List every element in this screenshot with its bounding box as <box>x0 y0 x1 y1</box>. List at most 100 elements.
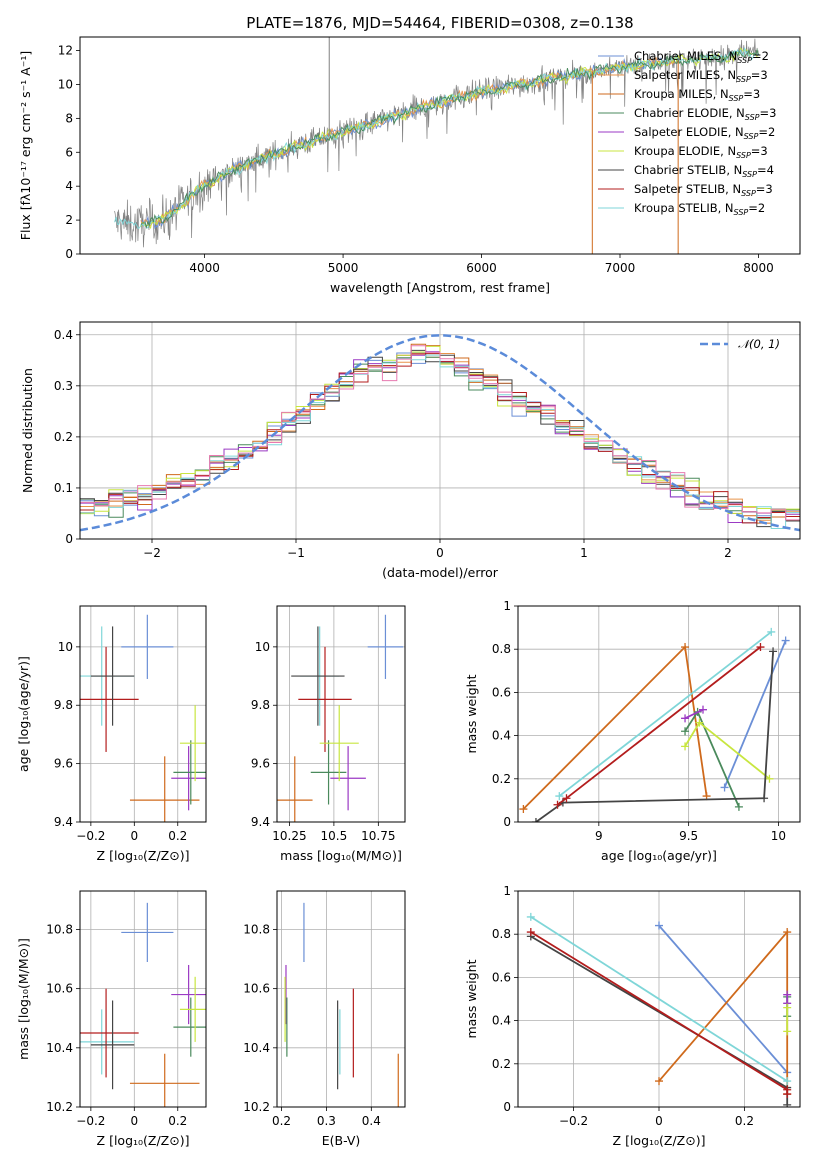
y-tick-label: 0.4 <box>54 328 73 342</box>
plot-area-mass_vs_Z <box>80 902 206 1107</box>
y-tick-label: 0.8 <box>492 642 511 656</box>
residual-histogram <box>80 354 800 529</box>
legend-text: Chabrier MILES, N <box>634 49 737 63</box>
legend-label: Salpeter ELODIE, NSSP=2 <box>634 125 775 141</box>
legend-text: Kroupa ELODIE, N <box>634 144 736 158</box>
y-tick-label: 10.4 <box>46 1041 73 1055</box>
y-tick-label: 0 <box>65 532 73 546</box>
x-tick-label: 10 <box>771 829 786 843</box>
plot-area-spectrum <box>114 37 759 254</box>
y-tick-label: 9.8 <box>54 698 73 712</box>
legend-subscript: SSP <box>729 94 744 103</box>
legend-nssp: =3 <box>760 106 777 120</box>
x-axis-label: wavelength [Angstrom, rest frame] <box>330 280 550 295</box>
y-tick-label: 8 <box>65 111 73 125</box>
weight-point-marker <box>783 928 792 937</box>
plot-area-residuals <box>80 334 800 532</box>
y-axis-label: Flux [fλ10⁻¹⁷ erg cm⁻² s⁻¹ A⁻¹] <box>18 51 33 240</box>
x-axis-label: (data-model)/error <box>382 565 499 580</box>
legend-nssp: =3 <box>751 68 768 82</box>
y-tick-label: 0.1 <box>54 481 73 495</box>
plot-area-mw_vs_Z <box>526 912 792 1107</box>
legend-subscript: SSP <box>737 56 752 65</box>
y-tick-label: 4 <box>65 179 73 193</box>
chart-residuals: −2 −1 0 1 2 0 0.1 0.2 0.3 0.4 (data-model)/error No… <box>20 321 801 580</box>
legend-label: Kroupa ELODIE, NSSP=3 <box>634 144 768 160</box>
y-tick-label: 0.2 <box>492 1057 511 1071</box>
weight-point-marker <box>519 805 528 814</box>
legend-subscript: SSP <box>736 75 751 84</box>
x-tick-label: 0.2 <box>272 1114 291 1128</box>
weight-point-marker <box>783 1027 792 1036</box>
weight-series-line <box>530 916 788 1082</box>
y-tick-label: 10.4 <box>243 1041 270 1055</box>
weight-point-marker <box>681 643 690 652</box>
y-axis-label: mass weight <box>464 959 479 1038</box>
chart-age_vs_mass: 10.25 10.5 10.75 9.4 9.6 9.8 10 mass [log₁₀(M/M… <box>251 605 406 863</box>
weight-point-marker <box>555 792 564 801</box>
y-tick-label: 10.2 <box>243 1100 270 1114</box>
chart-age_vs_Z: −0.2 0 0.2 9.4 9.6 9.8 10 Z [log₁₀(Z/Z⊙)] age [l… <box>16 605 207 863</box>
legend-nssp: =2 <box>758 125 775 139</box>
weight-point-marker <box>783 1003 792 1012</box>
legend-nssp: =2 <box>748 201 765 215</box>
x-tick-label: 0.3 <box>317 1114 336 1128</box>
y-tick-label: 10.6 <box>243 982 270 996</box>
y-axis-label: age [log₁₀(age/yr)] <box>16 656 31 772</box>
axes-frame <box>79 890 207 1108</box>
legend-subscript: SSP <box>742 170 757 179</box>
residual-histogram <box>80 345 800 521</box>
x-axis-label: Z [log₁₀(Z/Z⊙)] <box>97 848 190 863</box>
plot-layer: 4000 5000 6000 7000 8000024681012wavelength … <box>16 36 801 1148</box>
legend-nssp: =3 <box>751 144 768 158</box>
weight-point-marker <box>734 802 743 811</box>
weight-point-marker <box>695 718 704 727</box>
legend-text: Salpeter ELODIE, N <box>634 125 744 139</box>
x-tick-label: 7000 <box>605 261 636 275</box>
weight-point-marker <box>699 705 708 714</box>
weight-point-marker <box>681 727 690 736</box>
x-tick-label: 0.2 <box>168 1114 187 1128</box>
chart-mass_vs_Z: −0.2 0 0.2 10.2 10.4 10.6 10.8 Z [log₁₀(Z/Z⊙)] m… <box>16 890 207 1148</box>
x-tick-label: 2 <box>724 546 732 560</box>
weight-point-marker <box>531 818 540 822</box>
y-tick-label: 0.2 <box>492 772 511 786</box>
weight-point-marker <box>681 742 690 751</box>
weight-point-marker <box>767 627 776 636</box>
legend-label: Salpeter STELIB, NSSP=3 <box>634 182 773 198</box>
weight-series-line <box>522 645 708 810</box>
model-spectrum <box>140 48 759 229</box>
plot-area-age_vs_mass <box>277 614 404 822</box>
axes-frame <box>79 605 207 823</box>
legend-label: Chabrier STELIB, NSSP=4 <box>634 163 774 179</box>
y-tick-label: 0.8 <box>492 927 511 941</box>
weight-point-marker <box>655 1077 663 1086</box>
plot-area-mass_vs_ebv <box>284 902 399 1107</box>
legend-text: Salpeter STELIB, N <box>634 182 741 196</box>
x-tick-label: 0.2 <box>168 829 187 843</box>
legend-subscript: SSP <box>736 151 751 160</box>
y-tick-label: 1 <box>503 884 511 898</box>
x-tick-label: 0.2 <box>735 1114 754 1128</box>
x-axis-label: age [log₁₀(age/yr)] <box>601 848 717 863</box>
y-tick-label: 10.8 <box>46 922 73 936</box>
weight-point-marker <box>526 912 535 921</box>
x-tick-label: 0 <box>130 1114 138 1128</box>
legend-nssp: =4 <box>757 163 774 177</box>
axes-frame <box>276 890 406 1108</box>
x-tick-label: −2 <box>143 546 161 560</box>
legend-label: Kroupa STELIB, NSSP=2 <box>634 201 765 217</box>
weight-point-marker <box>783 1100 792 1107</box>
x-tick-label: −0.2 <box>559 1114 588 1128</box>
legend-subscript: SSP <box>744 132 759 141</box>
y-tick-label: 0.4 <box>492 1014 511 1028</box>
y-tick-label: 0.6 <box>492 685 511 699</box>
y-tick-label: 12 <box>58 44 73 58</box>
weight-series-line <box>558 631 772 797</box>
x-axis-label: Z [log₁₀(Z/Z⊙)] <box>97 1133 190 1148</box>
legend-label: Chabrier ELODIE, NSSP=3 <box>634 106 776 122</box>
model-spectrum <box>140 57 676 230</box>
weight-point-marker <box>553 800 562 809</box>
weight-point-marker <box>562 794 571 803</box>
weight-series-line <box>723 640 787 788</box>
